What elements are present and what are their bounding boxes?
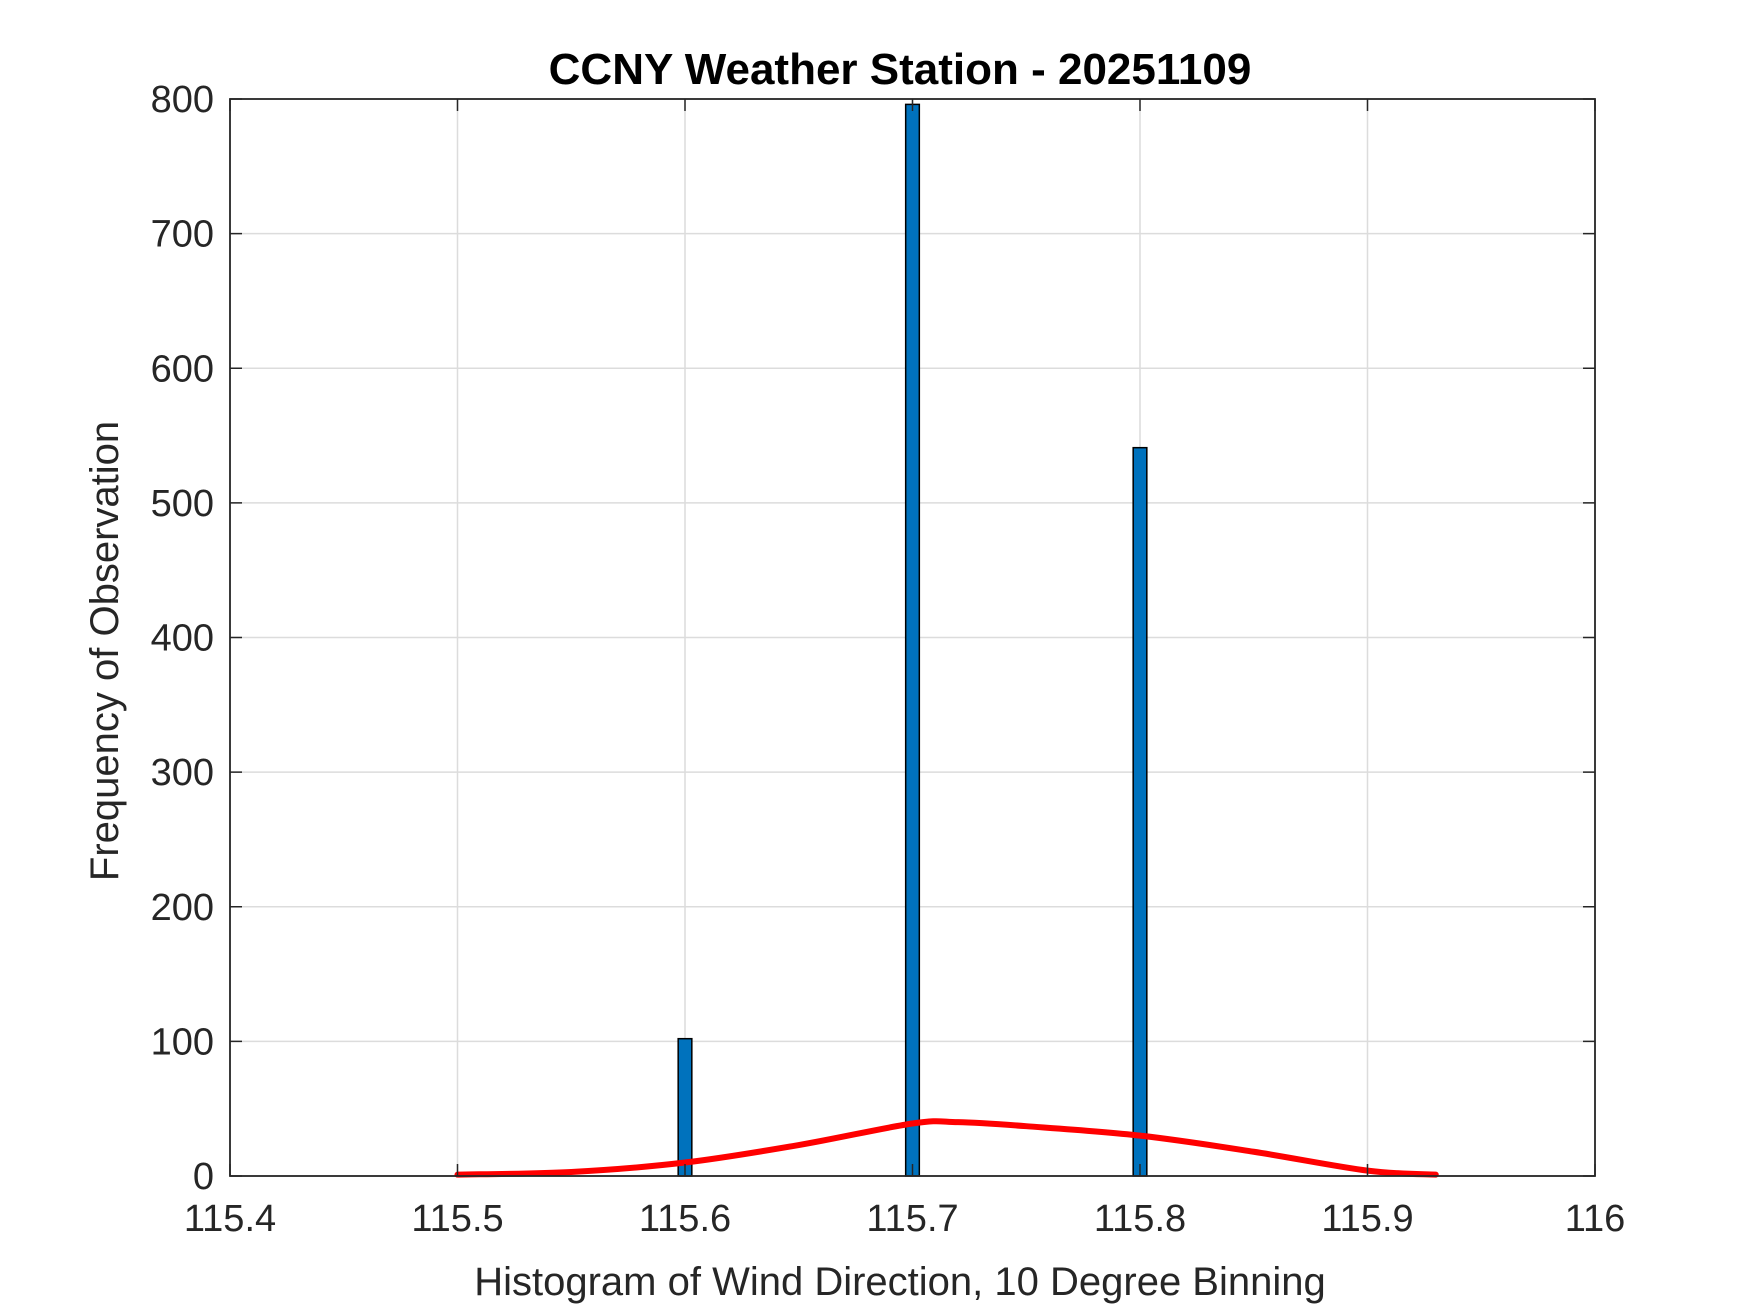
y-tick-label: 500	[151, 483, 214, 525]
x-tick-label: 115.5	[411, 1198, 503, 1240]
chart-title: CCNY Weather Station - 20251109	[549, 45, 1252, 94]
histogram-bar	[904, 103, 921, 1177]
y-tick-label: 200	[151, 887, 214, 929]
y-tick-label: 100	[151, 1021, 214, 1063]
y-tick-label: 0	[193, 1156, 214, 1198]
x-tick-label: 115.8	[1094, 1198, 1186, 1240]
y-axis-label: Frequency of Observation	[83, 421, 127, 881]
x-tick-label: 115.4	[184, 1198, 276, 1240]
histogram-bar	[1132, 446, 1148, 1177]
x-axis-label: Histogram of Wind Direction, 10 Degree B…	[474, 1260, 1326, 1304]
x-tick-label: 115.6	[639, 1198, 731, 1240]
x-tick-labels: 115.4 115.5 115.6 115.7 115.8 115.9 116	[184, 1198, 1625, 1240]
y-tick-label: 800	[151, 79, 214, 121]
y-tick-label: 300	[151, 752, 214, 794]
tick-marks	[229, 98, 1596, 1177]
y-tick-label: 700	[151, 214, 214, 256]
fit-curve-line	[454, 1118, 1439, 1178]
y-tick-label: 600	[151, 348, 214, 390]
histogram-bar	[677, 1037, 693, 1177]
y-tick-label: 400	[151, 618, 214, 660]
y-tick-labels: 0 100 200 300 400 500 600 700 800	[151, 79, 214, 1198]
x-tick-label: 115.7	[866, 1198, 958, 1240]
x-tick-label: 115.9	[1321, 1198, 1413, 1240]
x-tick-label: 116	[1565, 1198, 1626, 1240]
fit-curve	[454, 1118, 1439, 1178]
